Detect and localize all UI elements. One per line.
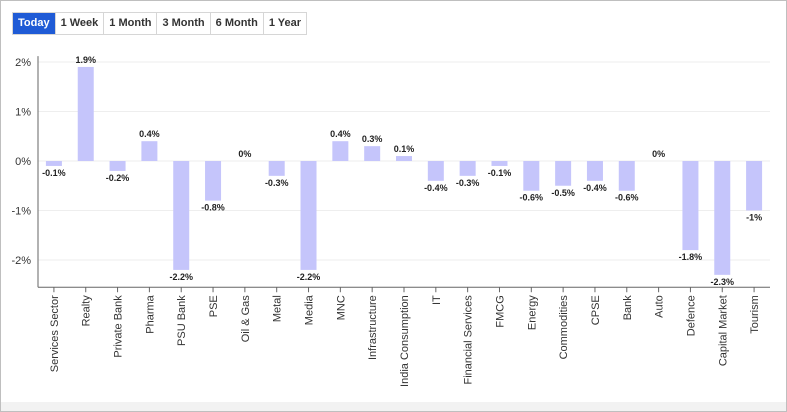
data-label: 1.9%	[75, 55, 96, 65]
y-tick-label: -1%	[11, 206, 31, 218]
x-tick-label: Infrastructure	[367, 295, 379, 360]
x-tick-label: Capital Market	[717, 295, 729, 366]
x-tick-label: Oil & Gas	[240, 295, 252, 343]
bar[interactable]	[618, 161, 635, 191]
x-tick-label: MNC	[335, 295, 347, 320]
data-label: 0%	[652, 149, 665, 159]
data-label: -1%	[746, 213, 762, 223]
data-label: 0.3%	[362, 134, 383, 144]
bar[interactable]	[682, 161, 699, 251]
tab-1-week[interactable]: 1 Week	[55, 13, 105, 34]
data-label: -0.3%	[456, 178, 480, 188]
x-tick-label: Financial Services	[463, 295, 475, 385]
data-label: -0.4%	[583, 183, 607, 193]
x-tick-label: CPSE	[590, 295, 602, 325]
bar[interactable]	[396, 156, 412, 161]
x-tick-label: Bank	[622, 295, 634, 321]
bar[interactable]	[109, 161, 126, 171]
data-label: -0.3%	[265, 178, 289, 188]
y-tick-label: 1%	[15, 107, 31, 119]
bar[interactable]	[173, 161, 190, 270]
y-tick-label: 2%	[15, 57, 31, 69]
x-tick-label: PSE	[208, 295, 220, 317]
data-label: -0.5%	[551, 188, 575, 198]
x-tick-label: FMCG	[494, 295, 506, 327]
data-label: -0.1%	[488, 168, 512, 178]
data-label: -1.8%	[679, 252, 703, 262]
bar[interactable]	[523, 161, 540, 191]
bar[interactable]	[268, 161, 285, 176]
tab-3-month[interactable]: 3 Month	[157, 13, 211, 34]
data-label: 0.4%	[330, 129, 351, 139]
x-tick-label: IT	[431, 295, 443, 305]
x-tick-label: Metal	[272, 295, 284, 322]
bar[interactable]	[45, 161, 62, 166]
x-tick-label: Auto	[654, 295, 666, 318]
x-tick-label: Pharma	[144, 294, 156, 333]
tab-today[interactable]: Today	[13, 13, 56, 34]
sector-returns-bar-chart: -2% -1% 0% 1% 2% -0.1% 1.9% -0.2% 0.4% -2.2% -0.8…	[11, 55, 770, 387]
data-label: -0.4%	[424, 183, 448, 193]
bar[interactable]	[427, 161, 444, 181]
tab-1-year[interactable]: 1 Year	[263, 13, 307, 34]
bar[interactable]	[586, 161, 603, 181]
range-tab-bar: Today 1 Week 1 Month 3 Month 6 Month 1 Y…	[12, 12, 308, 35]
data-label: 0.1%	[394, 144, 415, 154]
y-tick-label: 0%	[15, 156, 31, 168]
x-tick-label: Commodities	[558, 295, 570, 360]
bar[interactable]	[77, 66, 94, 161]
bar[interactable]	[300, 161, 317, 270]
tab-1-month[interactable]: 1 Month	[104, 13, 158, 34]
data-label: -0.2%	[106, 173, 130, 183]
x-tick-label: Energy	[526, 295, 538, 330]
x-tick-label: Services Sector	[49, 295, 61, 372]
bar[interactable]	[332, 141, 349, 161]
bar[interactable]	[141, 141, 158, 161]
bottom-strip	[1, 402, 786, 411]
data-label: 0%	[238, 149, 251, 159]
y-tick-label: -2%	[11, 255, 31, 267]
x-tick-label: India Consumption	[399, 295, 411, 387]
x-tick-label: Private Bank	[113, 295, 125, 358]
data-label: -0.6%	[520, 193, 544, 203]
bar[interactable]	[364, 146, 381, 161]
bar[interactable]	[555, 161, 572, 186]
data-label: -2.2%	[297, 272, 321, 282]
data-label: -2.2%	[169, 272, 193, 282]
data-label: -0.1%	[42, 168, 66, 178]
data-label: -0.8%	[201, 203, 225, 213]
x-tick-label: Media	[304, 294, 316, 325]
tab-6-month[interactable]: 6 Month	[210, 13, 264, 34]
x-tick-label: Tourism	[749, 295, 761, 334]
x-tick-label: PSU Bank	[176, 295, 188, 346]
x-tick-label: Realty	[81, 295, 93, 327]
x-tick-label: Defence	[685, 295, 697, 336]
bar[interactable]	[491, 161, 508, 166]
data-label: -2.3%	[711, 277, 735, 287]
data-label: 0.4%	[139, 129, 160, 139]
bar[interactable]	[714, 161, 731, 275]
bar[interactable]	[459, 161, 476, 176]
bar[interactable]	[746, 161, 763, 211]
bar[interactable]	[205, 161, 222, 201]
data-label: -0.6%	[615, 193, 639, 203]
